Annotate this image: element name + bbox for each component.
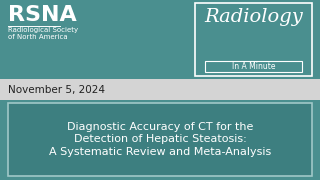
Bar — [205, 61, 302, 72]
Text: Diagnostic Accuracy of CT for the: Diagnostic Accuracy of CT for the — [67, 122, 253, 132]
Bar — [195, 3, 312, 76]
Bar — [0, 79, 320, 100]
Text: of North America: of North America — [8, 34, 68, 40]
Text: November 5, 2024: November 5, 2024 — [8, 85, 105, 94]
Bar — [8, 103, 312, 176]
Text: Detection of Hepatic Steatosis:: Detection of Hepatic Steatosis: — [74, 134, 246, 144]
Text: A Systematic Review and Meta-Analysis: A Systematic Review and Meta-Analysis — [49, 147, 271, 157]
Text: In A Minute: In A Minute — [232, 62, 275, 71]
Text: Radiological Society: Radiological Society — [8, 27, 78, 33]
Text: Radiology: Radiology — [204, 8, 303, 26]
Text: RSNA: RSNA — [8, 5, 77, 25]
